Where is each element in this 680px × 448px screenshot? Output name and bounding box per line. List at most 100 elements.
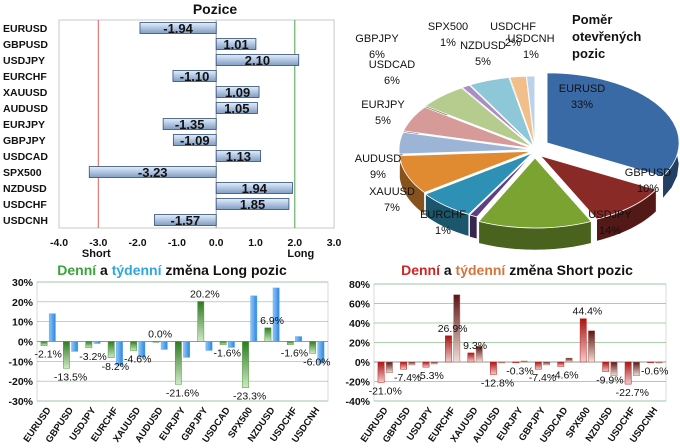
title-part: a — [96, 262, 112, 278]
daily-change-bar — [309, 341, 317, 354]
position-bar — [215, 150, 262, 162]
daily-change-data-label: -8.2% — [102, 361, 129, 373]
weekly-change-bar — [295, 336, 302, 342]
daily-change-data-label: -0.3% — [506, 365, 533, 377]
title-part: Denní — [401, 262, 441, 278]
pie-slice — [546, 72, 680, 178]
long-label: Long — [287, 248, 314, 260]
position-bar — [215, 182, 293, 194]
weekly-change-bar — [498, 361, 506, 364]
pie-slice-name: USDCHF — [490, 21, 536, 33]
position-bar — [215, 54, 300, 66]
weekly-change-bar — [116, 341, 123, 366]
position-category-label: SPX500 — [3, 167, 42, 179]
y-tick-label: -20% — [8, 376, 33, 388]
pie-slice-name: NZDUSD — [460, 40, 506, 52]
daily-change-bar — [377, 361, 385, 383]
weekly-change-bar — [475, 346, 483, 363]
position-category-label: EURUSD — [3, 23, 48, 35]
position-category-label: USDCHF — [3, 199, 47, 211]
positions-x-tick: -1.0 — [168, 237, 186, 249]
position-value-label: -1.09 — [180, 133, 210, 148]
positions-x-tick: 1.0 — [248, 237, 263, 249]
pie-slice-name: USDJPY — [588, 209, 632, 221]
weekly-change-bar — [453, 294, 461, 363]
pie-slice-side — [469, 214, 478, 240]
daily-change-bar — [445, 335, 452, 363]
daily-change-data-label: -6.0% — [303, 356, 330, 368]
change-chart-title: Denní a týdenní změna Long pozic — [57, 262, 287, 278]
pie-slice-value: 6% — [369, 49, 385, 61]
pie-slice — [398, 131, 532, 155]
pie-slice-name: GBPUSD — [625, 167, 672, 179]
daily-change-bar — [534, 361, 542, 370]
daily-change-bar — [512, 361, 520, 364]
weekly-change-bar — [228, 341, 235, 348]
position-category-label: USDCNH — [3, 215, 48, 227]
daily-change-bar — [152, 341, 160, 343]
short-change-chart: Denní a týdenní změna Short pozic 80% 60% 4… — [345, 262, 668, 445]
position-bar — [154, 214, 217, 226]
daily-change-data-label: -5.3% — [416, 370, 443, 382]
daily-change-data-label: -2.1% — [34, 349, 61, 361]
weekly-change-bar — [250, 295, 258, 342]
positions-x-tick: 3.0 — [327, 237, 342, 249]
pie-slice-value: 1% — [523, 49, 539, 61]
title-part: týdenní — [112, 262, 163, 278]
position-value-label: 1.94 — [242, 181, 268, 196]
pie-slice-name: EURJPY — [361, 99, 405, 111]
position-value-label: -1.57 — [171, 213, 201, 228]
daily-change-bar — [40, 341, 48, 346]
pie-slice-name: USDCAD — [369, 59, 416, 71]
pie-title-line: otevřených — [572, 29, 641, 44]
pie-slice-value: 2% — [505, 37, 521, 49]
y-tick-label: -40% — [345, 396, 370, 408]
y-tick-label: 80% — [349, 279, 371, 291]
position-category-label: EURJPY — [3, 119, 45, 131]
position-value-label: -1.94 — [163, 21, 193, 36]
positions-chart: Pozice EURUSD -1.94 GBPUSD 1.01 USDJPY 2.10 EUR… — [3, 1, 342, 260]
open-positions-pie-chart: Poměr otevřených pozic EURUSD 33% GBPUSD 10% US… — [355, 12, 680, 251]
pie-slice — [424, 87, 533, 148]
position-value-label: 1.09 — [225, 85, 250, 100]
daily-change-data-label: -12.8% — [481, 377, 514, 389]
daily-change-bar — [557, 361, 565, 367]
daily-change-data-label: -23.3% — [233, 391, 266, 403]
daily-change-data-label: -9.9% — [596, 375, 623, 387]
weekly-change-bar — [565, 357, 573, 363]
daily-change-bar — [242, 341, 249, 388]
weekly-change-bar — [138, 341, 146, 358]
daily-change-data-label: -1.6% — [281, 348, 308, 360]
daily-change-bar — [602, 361, 610, 372]
daily-change-bar — [422, 361, 430, 368]
title-part: týdenní — [456, 262, 507, 278]
daily-change-bar — [107, 341, 115, 359]
position-category-label: XAUUSD — [3, 87, 48, 99]
position-value-label: 2.10 — [245, 53, 270, 68]
daily-change-bar — [647, 361, 655, 364]
y-tick-label: 20% — [349, 338, 371, 350]
daily-change-bar — [174, 341, 182, 385]
y-tick-label: 30% — [12, 277, 34, 289]
daily-change-data-label: -4.6% — [551, 369, 578, 381]
daily-change-bar — [624, 361, 632, 385]
daily-change-data-label: -13.5% — [54, 371, 87, 383]
pie-slice — [539, 155, 657, 220]
weekly-change-bar — [317, 341, 325, 364]
pie-slice-value: 1% — [435, 225, 451, 237]
daily-change-data-label: -1.6% — [214, 348, 241, 360]
position-category-label: GBPUSD — [3, 39, 48, 51]
pie-slice-name: GBPJPY — [355, 33, 399, 45]
weekly-change-bar — [71, 341, 79, 352]
daily-change-bar — [130, 341, 137, 351]
weekly-change-bar — [385, 361, 393, 373]
y-tick-label: 20% — [12, 297, 34, 309]
pie-slice — [402, 106, 532, 149]
daily-change-data-label: 44.4% — [572, 306, 602, 318]
pie-slice-value: 10% — [637, 183, 659, 195]
daily-change-bar — [219, 341, 227, 345]
pie-slice-name: USDCNH — [507, 33, 554, 45]
daily-change-bar — [579, 318, 587, 363]
position-category-label: EURCHF — [3, 71, 47, 83]
position-bar — [215, 38, 257, 50]
